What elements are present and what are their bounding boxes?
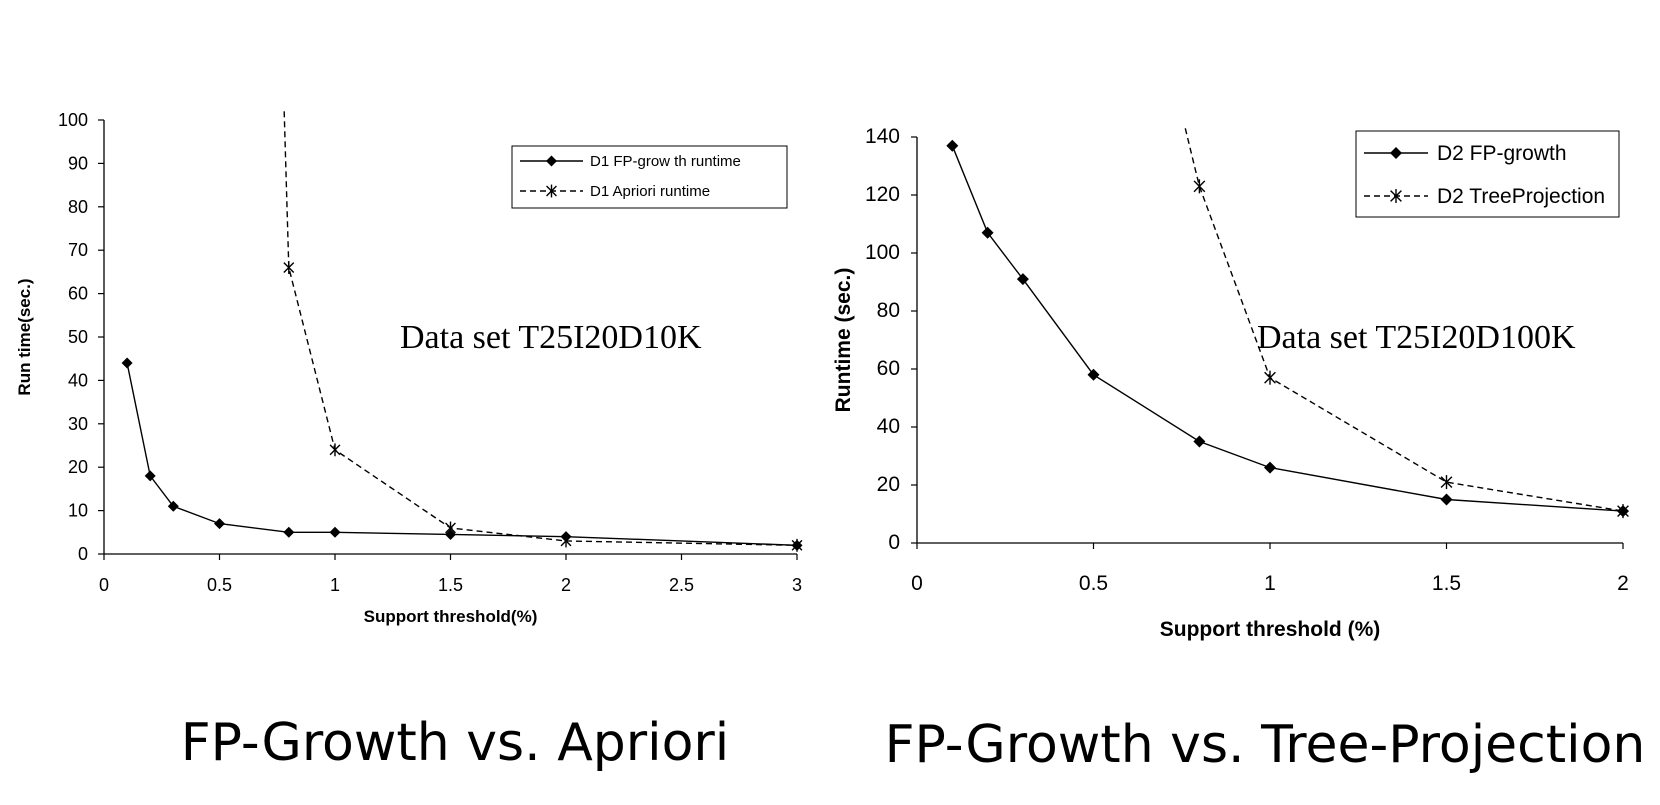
chart2-annotation: Data set T25I20D100K bbox=[1257, 319, 1576, 356]
chart1-y-tick-label: 40 bbox=[68, 370, 88, 390]
chart2-series-1-point bbox=[1440, 493, 1453, 506]
chart1-x-tick-label: 2.5 bbox=[669, 575, 694, 595]
chart2-series-1-point bbox=[946, 139, 959, 152]
chart1-x-tick-label: 2 bbox=[561, 575, 571, 595]
chart1-y-axis-label: Run time(sec.) bbox=[15, 278, 34, 395]
chart1-legend-label: D1 Apriori runtime bbox=[590, 183, 710, 200]
chart1-annotation: Data set T25I20D10K bbox=[400, 319, 702, 356]
chart1-y-tick-label: 80 bbox=[68, 197, 88, 217]
chart2-legend-label: D2 FP-growth bbox=[1437, 142, 1567, 165]
chart2-x-tick-label: 2 bbox=[1617, 572, 1629, 595]
chart2-legend-marker bbox=[1390, 147, 1402, 159]
chart2-series-1-line bbox=[951, 145, 1624, 512]
chart2-x-axis-label: Support threshold (%) bbox=[1160, 618, 1380, 641]
chart2-series-2-point bbox=[1193, 179, 1206, 194]
chart2-y-tick-label: 120 bbox=[865, 183, 900, 206]
chart2-y-axis-label: Runtime (sec.) bbox=[832, 268, 855, 413]
chart1-series-1-line bbox=[126, 362, 798, 547]
chart1-y-tick-label: 10 bbox=[68, 501, 88, 521]
chart2-y-tick-label: 100 bbox=[865, 241, 900, 264]
chart1-series-2-point bbox=[791, 538, 803, 552]
chart1-series-1-point bbox=[144, 470, 156, 482]
chart2-legend-box bbox=[1355, 130, 1620, 218]
chart2-x-tick-label: 1.5 bbox=[1432, 572, 1461, 595]
chart1-y-tick-label: 50 bbox=[68, 327, 88, 347]
chart1-legend-box bbox=[511, 145, 788, 209]
chart2-series-2-point bbox=[1440, 475, 1453, 490]
chart1-series-1-point bbox=[167, 500, 179, 512]
chart2-y-tick-label: 20 bbox=[877, 473, 900, 496]
chart2-x-tick-label: 1 bbox=[1264, 572, 1276, 595]
chart1-y-tick-label: 60 bbox=[68, 284, 88, 304]
chart1-x-tick-label: 1.5 bbox=[438, 575, 463, 595]
chart2-series-1-point bbox=[981, 226, 994, 239]
chart2-y-tick-label: 60 bbox=[877, 357, 900, 380]
chart2-title: FP-Growth vs. Tree-Projection bbox=[885, 715, 1646, 775]
chart1-x-axis-label: Support threshold(%) bbox=[364, 607, 538, 626]
chart2-series-2-point bbox=[1264, 370, 1276, 385]
chart2-series-2-point bbox=[1617, 504, 1629, 519]
chart2-legend-label: D2 TreeProjection bbox=[1437, 185, 1605, 208]
chart1-x-tick-label: 0.5 bbox=[207, 575, 232, 595]
chart1-y-tick-label: 100 bbox=[58, 110, 88, 130]
chart2-x-tick-label: 0.5 bbox=[1079, 572, 1108, 595]
chart2-legend-marker bbox=[1390, 188, 1402, 204]
chart1-y-tick-label: 70 bbox=[68, 240, 88, 260]
chart2-y-tick-label: 0 bbox=[888, 531, 900, 554]
chart1-legend-label: D1 FP-grow th runtime bbox=[590, 153, 741, 170]
chart1-series-2-point bbox=[560, 534, 572, 548]
chart1-series-2-point bbox=[283, 261, 295, 274]
chart1-y-tick-label: 0 bbox=[78, 544, 88, 564]
chart1-legend-marker bbox=[546, 155, 557, 167]
chart1-y-tick-label: 20 bbox=[68, 457, 88, 477]
chart1-legend-marker bbox=[546, 184, 557, 198]
chart1-y-tick-label: 30 bbox=[68, 414, 88, 434]
chart1-y-tick-label: 90 bbox=[68, 153, 88, 173]
chart2-y-tick-label: 40 bbox=[877, 415, 900, 438]
chart1-series-2-point bbox=[445, 521, 456, 535]
chart1-series-1-point bbox=[329, 526, 341, 538]
chart1-x-tick-label: 3 bbox=[792, 575, 802, 595]
chart1-series-1-point bbox=[283, 526, 295, 538]
chart2-y-tick-label: 140 bbox=[865, 125, 900, 148]
chart1-x-tick-label: 0 bbox=[99, 575, 109, 595]
chart1-series-2-point bbox=[329, 443, 341, 457]
chart1-series-2-line bbox=[283, 111, 798, 547]
chart2-y-tick-label: 80 bbox=[877, 299, 900, 322]
chart1-x-tick-label: 1 bbox=[330, 575, 340, 595]
chart2-series-1-point bbox=[1193, 435, 1206, 448]
chart1-series-1-point bbox=[445, 528, 456, 540]
chart1-series-1-point bbox=[121, 357, 133, 369]
chart2-series-1-point bbox=[1264, 461, 1276, 474]
chart2-series-1-point bbox=[1016, 273, 1029, 286]
chart2-x-tick-label: 0 bbox=[911, 572, 923, 595]
chart2-series-1-point bbox=[1087, 368, 1100, 381]
chart1-series-1-point bbox=[214, 518, 225, 530]
chart1-title: FP-Growth vs. Apriori bbox=[181, 713, 730, 773]
